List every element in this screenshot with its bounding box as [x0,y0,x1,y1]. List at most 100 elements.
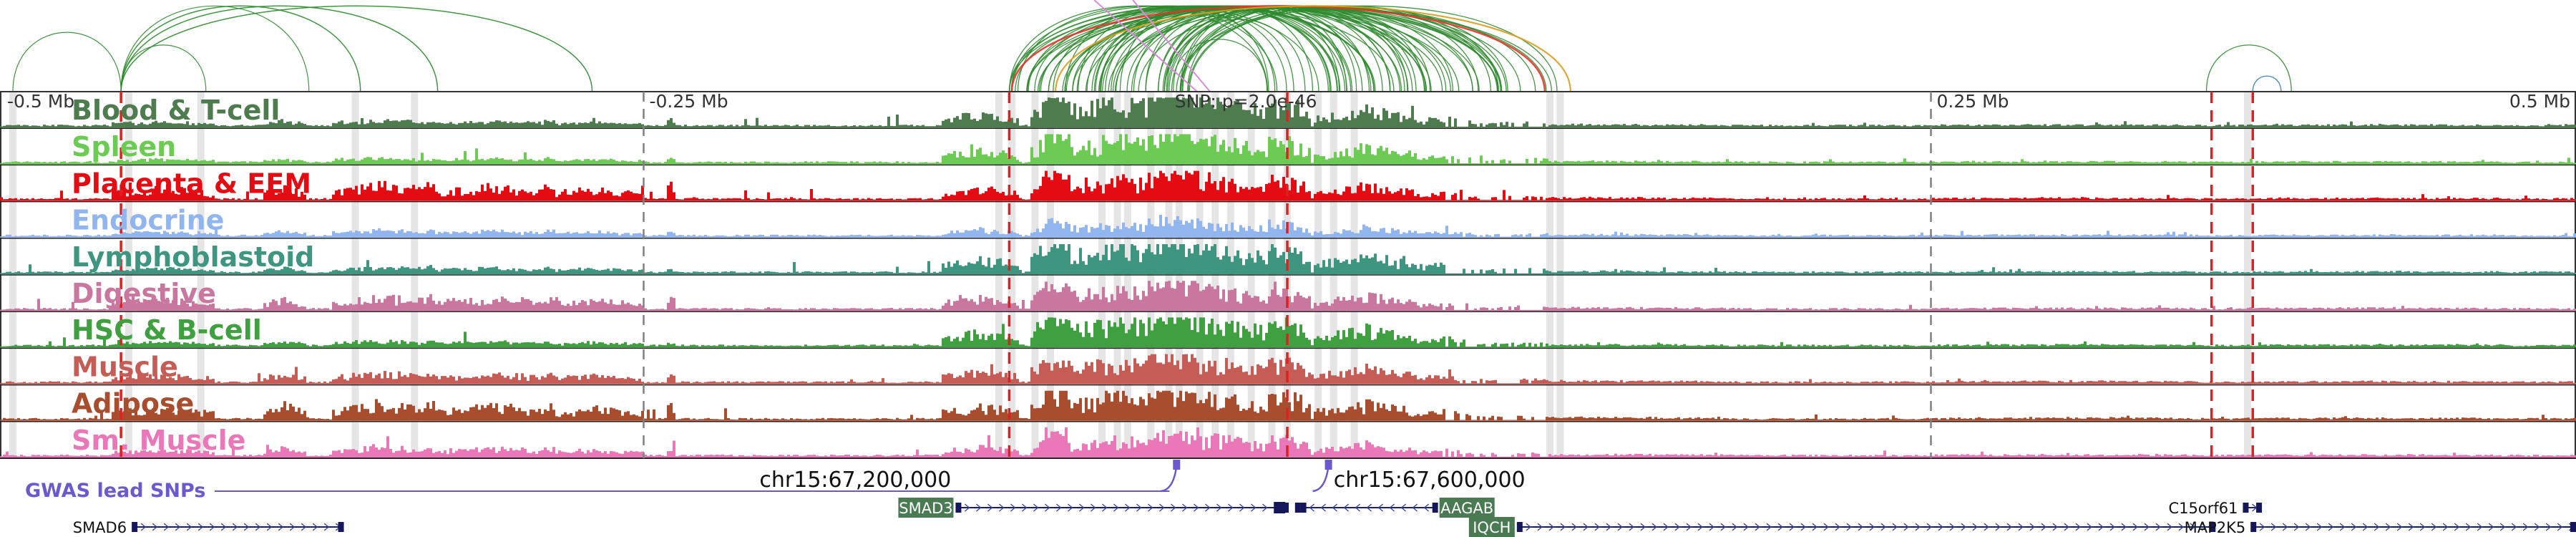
chromatin-loop [2252,75,2282,92]
strand-arrow [2339,523,2346,531]
strand-arrow [976,503,982,512]
track-label-8: Adipose [72,388,194,420]
strand-arrow [1915,523,1921,531]
strand-arrow [1102,503,1108,512]
strand-arrow [1309,503,1315,512]
strand-arrow [2178,523,2184,531]
strand-arrow [1835,523,1840,531]
gene-label: SMAD6 [73,519,127,536]
strand-arrow [1045,503,1050,512]
strand-arrow [2522,523,2529,531]
track-label-6: HSC & B-cell [72,314,262,346]
gene-exon [1294,503,1301,513]
strand-arrow [278,523,284,531]
chromatin-loop [12,32,122,92]
strand-arrow [2351,523,2357,531]
signal-track-6 [0,317,2576,348]
track-label-7: Muscle [72,351,178,382]
strand-arrow [163,523,170,531]
strand-arrow [197,523,204,531]
strand-arrow [312,523,318,531]
chromatin-loop [2205,44,2292,92]
strand-arrow [1812,523,1818,531]
strand-arrow [2385,523,2391,531]
strand-arrow [2190,523,2195,531]
strand-arrow [2144,523,2150,531]
strand-arrow [1022,503,1028,512]
strand-arrow [1010,503,1016,512]
strand-arrow [2282,523,2288,531]
strand-arrow [2362,523,2368,531]
strand-arrow [1366,503,1372,512]
strand-arrow [1251,503,1257,512]
strand-arrow [1125,503,1131,512]
strand-arrow [1355,503,1361,512]
signal-track-7 [0,354,2576,384]
strand-arrow [1228,503,1234,512]
strand-arrow [987,503,993,512]
strand-arrow [1033,503,1039,512]
strand-arrow [1412,503,1418,512]
strand-arrow [1560,523,1566,531]
marker-lines [119,92,2254,458]
strand-arrow [1548,523,1554,531]
strand-arrow [1320,503,1327,512]
strand-arrow [1869,523,1875,531]
strand-arrow [2052,523,2058,531]
strand-arrow [140,523,147,531]
strand-arrow [1262,503,1268,512]
gene-exon [1274,502,1286,513]
strand-arrow [2155,523,2161,531]
strand-arrow [1949,523,1955,531]
strand-arrow [1640,523,1646,531]
strand-arrow [243,523,250,531]
strand-arrow [2477,523,2483,531]
strand-arrow [1571,523,1577,531]
signal-track-9 [0,427,2576,458]
strand-arrow [1755,523,1760,531]
strand-arrow [2557,523,2563,531]
strand-arrow [289,523,296,531]
snp-annotation: SNP: p=2.0e-46 [1175,91,1317,112]
strand-arrow [2293,523,2300,531]
strand-arrow [965,503,970,512]
strand-arrow [2075,523,2081,531]
strand-arrow [1377,503,1384,512]
gene-exon [2256,503,2263,513]
strand-arrow [999,503,1005,512]
strand-arrow [2373,523,2380,531]
chromatin-loop [1173,19,1306,92]
strand-arrow [1537,523,1543,531]
strand-arrow [1079,503,1085,512]
strand-arrow [1961,523,1966,531]
strand-arrow [301,523,307,531]
strand-arrow [1205,503,1211,512]
chromatin-loop [1176,5,1558,92]
chromatin-loop [120,5,439,92]
strand-arrow [1239,503,1245,512]
strand-arrow [2098,523,2104,531]
strand-arrow [2109,523,2115,531]
strand-arrow [255,523,261,531]
strand-arrow [1148,503,1153,512]
chromatin-loop-alt [1132,0,1211,92]
strand-arrow [209,523,215,531]
strand-arrow [1389,503,1395,512]
strand-arrow [1686,523,1692,531]
gene-exon [2210,522,2216,532]
strand-arrow [266,523,273,531]
strand-arrow [1880,523,1886,531]
strand-arrow [1617,523,1623,531]
strand-arrow [186,523,192,531]
chromatin-loop [120,5,310,92]
strand-arrow [1674,523,1680,531]
gene-exon [1516,522,1523,532]
chromatin-loop [120,44,207,92]
strand-arrow [1800,523,1806,531]
strand-arrow [1068,503,1073,512]
gene-exon [2250,522,2257,532]
chromatin-loops [12,0,2292,92]
strand-arrow [1136,503,1142,512]
gene-exon [2243,503,2249,513]
strand-arrow [2132,523,2138,531]
